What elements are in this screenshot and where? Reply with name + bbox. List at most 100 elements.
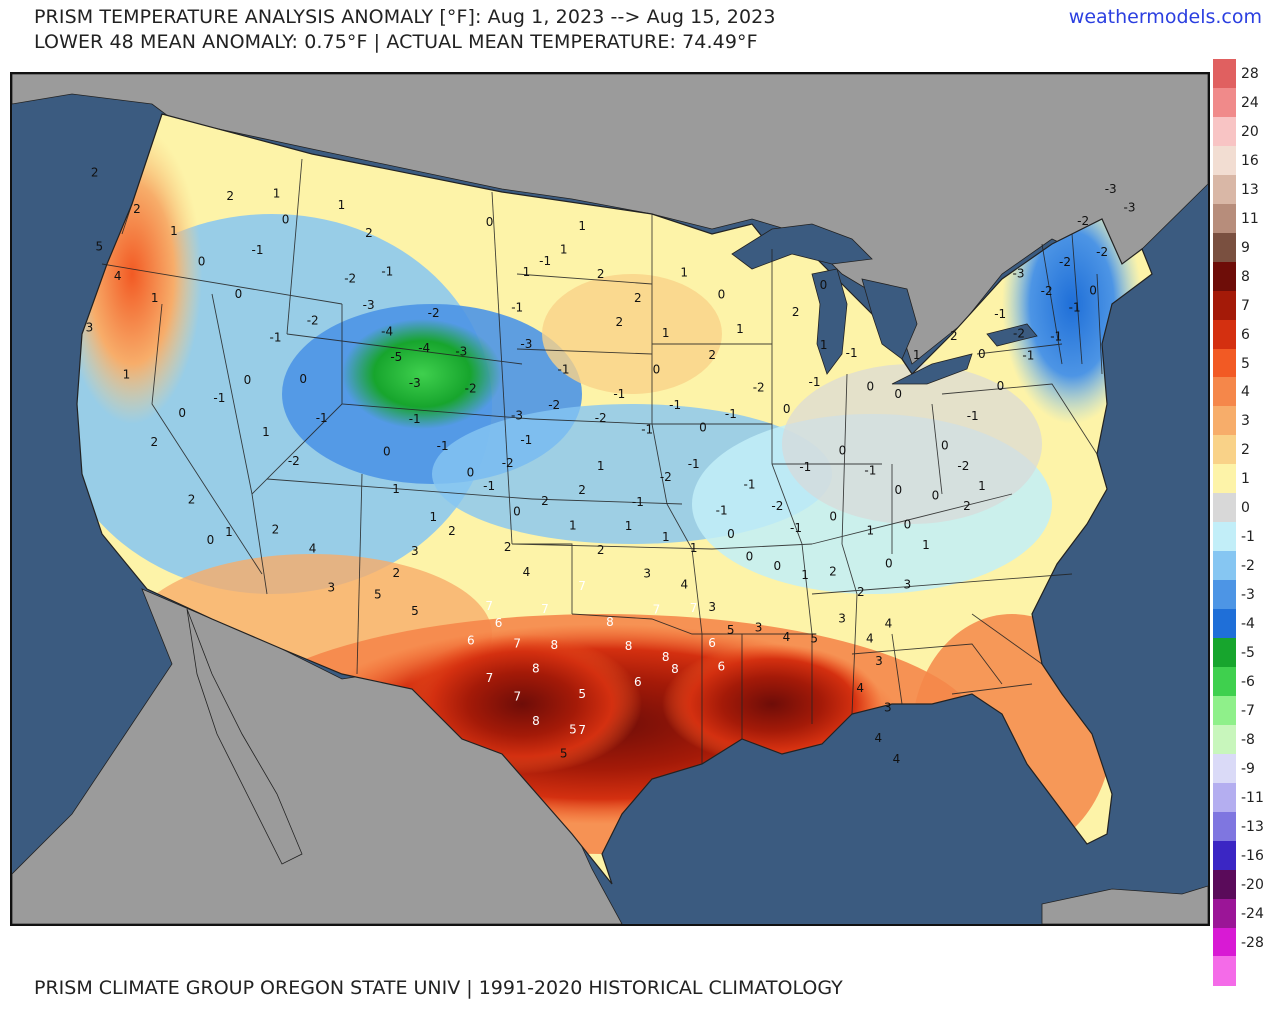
- anomaly-value-label: 1: [662, 326, 670, 340]
- scale-swatch: [1213, 232, 1236, 263]
- scale-swatch: [1213, 87, 1236, 118]
- anomaly-value-label: -1: [511, 301, 523, 315]
- scale-tick-label: -9: [1241, 760, 1255, 777]
- anomaly-value-label: -3: [409, 376, 421, 390]
- scale-tick-label: -20: [1241, 876, 1264, 893]
- anomaly-value-label: 8: [532, 714, 540, 728]
- anomaly-value-label: -2: [502, 456, 514, 470]
- scale-swatch: [1213, 695, 1236, 726]
- anomaly-value-label: 1: [151, 291, 159, 305]
- anomaly-value-label: 2: [597, 543, 605, 557]
- anomaly-value-label: 2: [857, 585, 865, 599]
- anomaly-value-label: 0: [932, 488, 940, 502]
- scale-tick-label: -8: [1241, 731, 1255, 748]
- anomaly-value-label: 2: [504, 540, 512, 554]
- scale-tick-label: 9: [1241, 239, 1250, 256]
- cuba-land: [1041, 885, 1208, 924]
- anomaly-value-label: -1: [1050, 329, 1062, 343]
- anomaly-value-label: 0: [866, 379, 874, 393]
- anomaly-value-label: 1: [680, 265, 688, 279]
- site-link[interactable]: weathermodels.com: [1068, 6, 1262, 28]
- anomaly-value-label: -1: [744, 477, 756, 491]
- anomaly-value-label: -1: [669, 398, 681, 412]
- anomaly-value-label: 7: [513, 689, 521, 703]
- scale-tick-label: -7: [1241, 702, 1255, 719]
- anomaly-value-label: -1: [1069, 301, 1081, 315]
- scale-swatch: [1213, 869, 1236, 900]
- anomaly-value-label: 0: [885, 557, 893, 571]
- scale-tick-label: 8: [1241, 268, 1250, 285]
- scale-tick-label: -16: [1241, 847, 1264, 864]
- anomaly-value-label: -3: [1124, 201, 1136, 215]
- anomaly-value-label: 0: [746, 549, 754, 563]
- scale-swatch: [1213, 435, 1236, 465]
- anomaly-value-label: 0: [820, 278, 828, 292]
- anomaly-value-label: 1: [273, 187, 281, 201]
- anomaly-value-label: 0: [299, 372, 307, 386]
- state-boundaries: [101, 113, 1103, 764]
- anomaly-value-label: -1: [213, 391, 225, 405]
- anomaly-value-label: 5: [569, 723, 577, 737]
- anomaly-value-label: -1: [725, 407, 737, 421]
- scale-swatch: [1213, 666, 1236, 697]
- anomaly-value-label: -2: [1013, 327, 1025, 341]
- anomaly-value-label: -2: [1059, 255, 1071, 269]
- anomaly-value-label: 2: [272, 523, 280, 537]
- anomaly-value-label: 8: [550, 638, 558, 652]
- anomaly-value-label: 1: [123, 367, 131, 381]
- lake-erie: [891, 353, 973, 385]
- anomaly-value-label: 3: [755, 621, 763, 635]
- scale-tick-label: 20: [1241, 123, 1259, 140]
- anomaly-value-label: 3: [838, 611, 846, 625]
- anomaly-value-label: -1: [790, 521, 802, 535]
- anomaly-value-label: 3: [86, 321, 94, 335]
- scale-tick-label: -4: [1241, 616, 1255, 633]
- scale-swatch: [1213, 638, 1236, 668]
- anomaly-value-label: 0: [978, 347, 986, 361]
- anomaly-value-label: 1: [978, 479, 986, 493]
- anomaly-value-label: 0: [904, 517, 912, 531]
- scale-swatch: [1213, 782, 1236, 813]
- anomaly-value-label: 7: [541, 602, 549, 616]
- anomaly-value-label: 0: [727, 527, 735, 541]
- anomaly-value-label: 0: [178, 406, 186, 420]
- anomaly-value-label: 7: [690, 601, 698, 615]
- anomaly-value-label: 0: [486, 215, 494, 229]
- anomaly-value-label: 8: [662, 650, 670, 664]
- scale-swatch: [1213, 493, 1236, 523]
- anomaly-value-label: 7: [653, 602, 661, 616]
- anomaly-value-label: 4: [856, 681, 864, 695]
- anomaly-value-label: 6: [495, 616, 503, 630]
- anomaly-value-label: -2: [957, 459, 969, 473]
- anomaly-value-label: 5: [374, 587, 382, 601]
- anomaly-value-label: 1: [578, 219, 586, 233]
- anomaly-value-label: -1: [381, 265, 393, 279]
- anomaly-value-label: -3: [1105, 182, 1117, 196]
- anomaly-value-label: -1: [437, 439, 449, 453]
- anomaly-value-label: -2: [660, 470, 672, 484]
- anomaly-value-label: 2: [188, 492, 196, 506]
- anomaly-value-label: -4: [381, 325, 393, 339]
- scale-swatch: [1213, 840, 1236, 871]
- anomaly-value-label: 6: [467, 633, 475, 647]
- anomaly-value-label: 0: [282, 212, 290, 226]
- anomaly-value-label: 3: [327, 581, 335, 595]
- anomaly-value-label: 1: [913, 348, 921, 362]
- anomaly-value-label: 0: [894, 483, 902, 497]
- baja-peninsula: [186, 608, 303, 865]
- anomaly-value-label: -2: [771, 499, 783, 513]
- anomaly-value-label: 1: [736, 322, 744, 336]
- anomaly-value-label: 5: [411, 604, 419, 618]
- anomaly-value-label: 5: [560, 746, 568, 760]
- anomaly-value-label: -1: [846, 346, 858, 360]
- anomaly-value-label: 3: [708, 600, 716, 614]
- anomaly-value-label: 4: [783, 630, 791, 644]
- anomaly-value-label: -1: [558, 362, 570, 376]
- anomaly-value-label: 7: [578, 723, 586, 737]
- anomaly-value-label: 4: [309, 541, 317, 555]
- anomaly-value-label: -3: [363, 298, 375, 312]
- anomaly-value-label: 7: [513, 637, 521, 651]
- anomaly-value-label: 0: [783, 402, 791, 416]
